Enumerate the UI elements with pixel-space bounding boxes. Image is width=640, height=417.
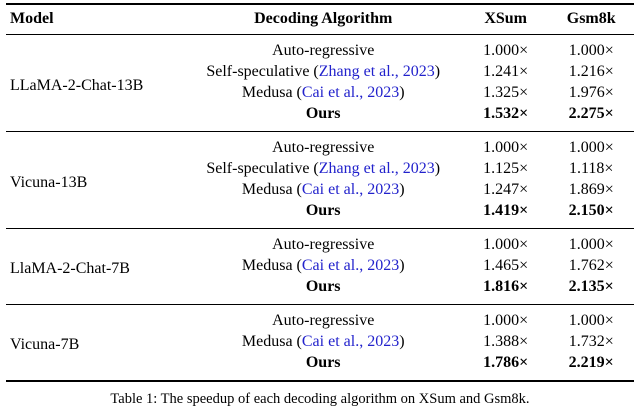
table-row: LlaMA-2-Chat-7B Auto-regressive 1.000× 1…	[6, 229, 634, 277]
algorithm-cell: Medusa (Cai et al., 2023)	[183, 180, 462, 201]
table-row: Medusa (Cai et al., 2023) 1.388× 1.732×	[6, 332, 634, 353]
algorithm-label: Medusa (	[241, 84, 302, 101]
algorithm-cell: Ours	[183, 104, 462, 132]
algorithm-label-suffix: )	[399, 84, 405, 101]
gsm8k-value: 1.762×	[568, 257, 614, 274]
algorithm-label-suffix: )	[399, 257, 405, 274]
algorithm-cell: Ours	[183, 353, 462, 382]
gsm8k-value: 1.000×	[568, 312, 614, 329]
table-row: Medusa (Cai et al., 2023) 1.325× 1.976×	[6, 83, 634, 104]
column-header-model: Model	[10, 10, 54, 27]
model-cell: LLaMA-2-Chat-13B	[10, 76, 144, 94]
algorithm-cell: Ours	[183, 277, 462, 305]
gsm8k-value: 2.219×	[568, 354, 614, 371]
xsum-value: 1.247×	[483, 181, 529, 198]
gsm8k-value: 1.216×	[568, 63, 614, 80]
algorithm-label: Ours	[305, 278, 341, 295]
table-row-ours: Ours 1.786× 2.219×	[6, 353, 634, 382]
algorithm-label: Medusa (	[241, 333, 302, 350]
citation-link[interactable]: Cai et al., 2023	[301, 333, 400, 350]
gsm8k-value: 1.869×	[568, 181, 614, 198]
algorithm-cell: Medusa (Cai et al., 2023)	[183, 256, 462, 277]
algorithm-cell: Medusa (Cai et al., 2023)	[183, 83, 462, 104]
citation-link[interactable]: Zhang et al., 2023	[318, 160, 435, 177]
table-header: Model Decoding Algorithm XSum Gsm8k	[6, 4, 634, 35]
column-header-gsm8k: Gsm8k	[566, 10, 616, 27]
algorithm-label: Auto-regressive	[272, 236, 375, 253]
algorithm-cell: Auto-regressive	[183, 305, 462, 332]
gsm8k-value: 1.732×	[568, 333, 614, 350]
gsm8k-value: 1.000×	[568, 236, 614, 253]
xsum-value: 1.125×	[483, 160, 529, 177]
results-table: Model Decoding Algorithm XSum Gsm8k LLaM…	[6, 3, 634, 382]
xsum-value: 1.419×	[483, 202, 529, 219]
column-header-xsum: XSum	[484, 10, 528, 27]
algorithm-label: Self-speculative (	[206, 160, 319, 177]
algorithm-cell: Auto-regressive	[183, 132, 462, 159]
table-row: Medusa (Cai et al., 2023) 1.465× 1.762×	[6, 256, 634, 277]
algorithm-label: Medusa (	[241, 257, 302, 274]
table-row: Self-speculative (Zhang et al., 2023) 1.…	[6, 159, 634, 180]
header-row: Model Decoding Algorithm XSum Gsm8k	[6, 4, 634, 35]
xsum-value: 1.000×	[483, 312, 529, 329]
algorithm-cell: Medusa (Cai et al., 2023)	[183, 332, 462, 353]
xsum-value: 1.786×	[483, 354, 529, 371]
table-row: Self-speculative (Zhang et al., 2023) 1.…	[6, 62, 634, 83]
gsm8k-value: 1.976×	[568, 84, 614, 101]
algorithm-label-suffix: )	[434, 63, 441, 80]
model-group-llama7b: LlaMA-2-Chat-7B Auto-regressive 1.000× 1…	[6, 228, 634, 305]
algorithm-cell: Auto-regressive	[183, 229, 462, 256]
algorithm-label: Self-speculative (	[206, 63, 319, 80]
algorithm-label: Ours	[305, 105, 341, 122]
table-row: LLaMA-2-Chat-13B Auto-regressive 1.000× …	[6, 35, 634, 94]
gsm8k-value: 2.150×	[568, 202, 614, 219]
algorithm-label-suffix: )	[399, 333, 405, 350]
xsum-value: 1.241×	[483, 63, 529, 80]
table-row-ours: Ours 1.419× 2.150×	[6, 201, 634, 229]
algorithm-cell: Self-speculative (Zhang et al., 2023)	[183, 159, 462, 180]
gsm8k-value: 2.275×	[568, 105, 614, 122]
xsum-value: 1.465×	[483, 257, 529, 274]
table-row-ours: Ours 1.532× 2.275×	[6, 104, 634, 132]
model-cell: LlaMA-2-Chat-7B	[10, 260, 130, 278]
table-row: Vicuna-13B Auto-regressive 1.000× 1.000×	[6, 132, 634, 191]
gsm8k-value: 2.135×	[568, 278, 614, 295]
algorithm-label: Ours	[305, 202, 341, 219]
xsum-value: 1.532×	[483, 105, 529, 122]
algorithm-cell: Auto-regressive	[183, 35, 462, 62]
model-group-vicuna13b: Vicuna-13B Auto-regressive 1.000× 1.000×…	[6, 131, 634, 229]
xsum-value: 1.000×	[483, 139, 529, 156]
model-group-llama13b: LLaMA-2-Chat-13B Auto-regressive 1.000× …	[6, 35, 634, 132]
xsum-value: 1.325×	[483, 84, 529, 101]
algorithm-label: Medusa (	[241, 181, 302, 198]
table-row: Medusa (Cai et al., 2023) 1.247× 1.869×	[6, 180, 634, 201]
xsum-value: 1.388×	[483, 333, 529, 350]
citation-link[interactable]: Cai et al., 2023	[301, 84, 400, 101]
citation-link[interactable]: Zhang et al., 2023	[318, 63, 435, 80]
table-caption: Table 1: The speedup of each decoding al…	[110, 391, 530, 407]
algorithm-label-suffix: )	[434, 160, 441, 177]
algorithm-cell: Ours	[183, 201, 462, 229]
gsm8k-value: 1.000×	[568, 139, 614, 156]
algorithm-label: Auto-regressive	[272, 42, 375, 59]
xsum-value: 1.000×	[483, 42, 529, 59]
algorithm-label: Auto-regressive	[272, 139, 375, 156]
algorithm-cell: Self-speculative (Zhang et al., 2023)	[183, 62, 462, 83]
gsm8k-value: 1.000×	[568, 42, 614, 59]
table-row: Vicuna-7B Auto-regressive 1.000× 1.000×	[6, 305, 634, 353]
column-header-algorithm: Decoding Algorithm	[254, 10, 393, 27]
algorithm-label: Ours	[305, 354, 341, 371]
citation-link[interactable]: Cai et al., 2023	[301, 181, 400, 198]
xsum-value: 1.816×	[483, 278, 529, 295]
model-group-vicuna7b: Vicuna-7B Auto-regressive 1.000× 1.000× …	[6, 304, 634, 382]
citation-link[interactable]: Cai et al., 2023	[301, 257, 400, 274]
xsum-value: 1.000×	[483, 236, 529, 253]
table-row-ours: Ours 1.816× 2.135×	[6, 277, 634, 305]
algorithm-label: Auto-regressive	[272, 312, 375, 329]
model-cell: Vicuna-7B	[10, 336, 80, 354]
algorithm-label-suffix: )	[399, 181, 405, 198]
model-cell: Vicuna-13B	[10, 173, 88, 191]
gsm8k-value: 1.118×	[568, 160, 614, 177]
